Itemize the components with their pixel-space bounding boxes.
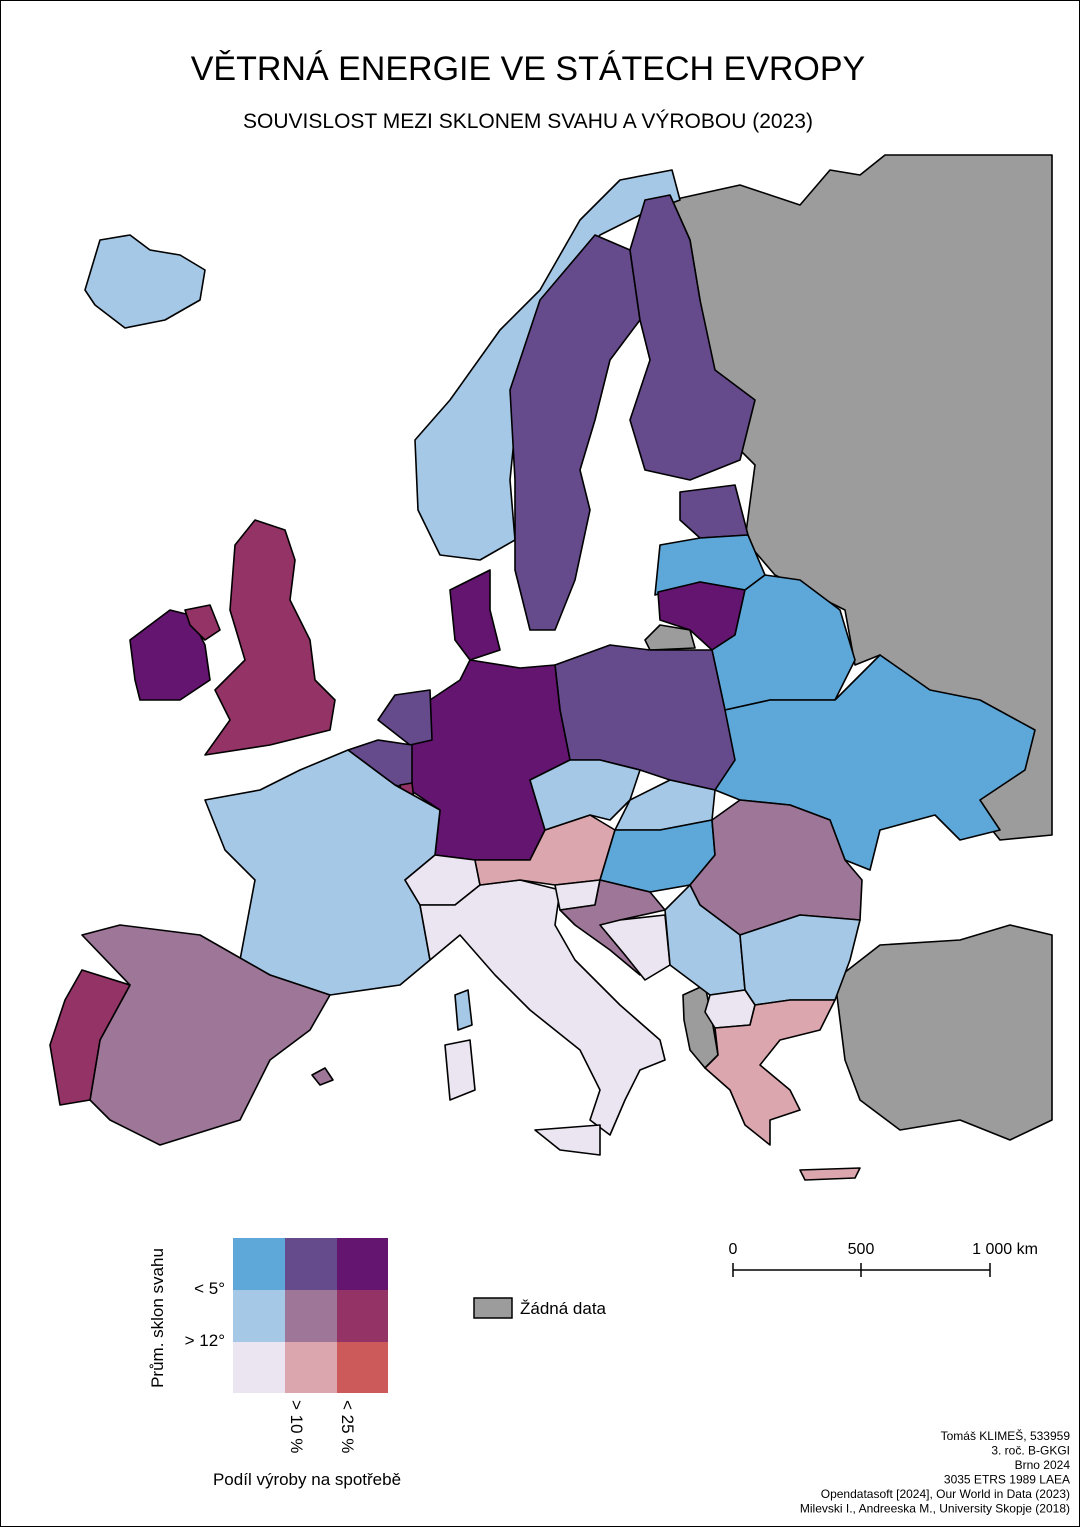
legend-x-label: > 10 % bbox=[287, 1400, 306, 1453]
legend-cell bbox=[233, 1290, 285, 1342]
subtitle: SOUVISLOST MEZI SKLONEM SVAHU A VÝROBOU … bbox=[243, 110, 813, 133]
denmark bbox=[449, 569, 501, 661]
mallorca bbox=[311, 1067, 334, 1086]
scale-label: 500 bbox=[848, 1241, 875, 1258]
scale-label: 0 bbox=[729, 1241, 738, 1258]
credit-line: 3035 ETRS 1989 LAEA bbox=[944, 1473, 1070, 1487]
legend-y-label: < 5° bbox=[194, 1279, 225, 1298]
map bbox=[49, 154, 1053, 1181]
legend-y-label: > 12° bbox=[185, 1331, 225, 1350]
ireland bbox=[129, 609, 211, 701]
finland bbox=[629, 194, 756, 481]
north-macedonia bbox=[704, 989, 756, 1029]
uk bbox=[204, 519, 336, 756]
iceland bbox=[84, 234, 206, 329]
legend-cell bbox=[285, 1238, 337, 1290]
turkey bbox=[834, 924, 1053, 1141]
legend-cell bbox=[337, 1342, 388, 1393]
bivariate-legend: Prům. sklon svahu < 5° > 12° > 10 % < 25… bbox=[148, 1238, 607, 1489]
legend-cell bbox=[337, 1238, 388, 1290]
netherlands bbox=[377, 689, 433, 746]
credit-line: Milevski I., Andreeska M., University Sk… bbox=[800, 1502, 1070, 1516]
no-data-label: Žádná data bbox=[520, 1299, 607, 1318]
legend-cell bbox=[233, 1342, 285, 1393]
credit-line: Opendatasoft [2024], Our World in Data (… bbox=[821, 1487, 1070, 1501]
greece bbox=[704, 999, 836, 1146]
portugal bbox=[49, 969, 131, 1106]
norway bbox=[414, 169, 681, 561]
kaliningrad bbox=[644, 624, 696, 651]
title: VĚTRNÁ ENERGIE VE STÁTECH EVROPY bbox=[191, 50, 865, 88]
legend-cell bbox=[337, 1290, 388, 1342]
corsica bbox=[454, 989, 473, 1031]
estonia bbox=[679, 484, 749, 539]
legend-cell bbox=[233, 1238, 285, 1290]
crete bbox=[799, 1167, 861, 1181]
northern-ireland bbox=[184, 604, 221, 641]
legend-cell bbox=[285, 1342, 337, 1393]
sweden bbox=[509, 234, 641, 631]
italy bbox=[419, 879, 666, 1136]
credit-line: Tomáš KLIMEŠ, 533959 bbox=[941, 1428, 1071, 1443]
sicily bbox=[534, 1124, 601, 1156]
no-data-swatch bbox=[473, 1297, 513, 1319]
scale-label: 1 000 km bbox=[972, 1241, 1038, 1258]
legend-x-title: Podíl výroby na spotřebě bbox=[213, 1470, 401, 1489]
credit-line: 3. roč. B-GKGI bbox=[991, 1444, 1070, 1458]
legend-cell bbox=[285, 1290, 337, 1342]
scale-bar bbox=[732, 1263, 991, 1277]
legend-y-title: Prům. sklon svahu bbox=[148, 1248, 167, 1388]
sardinia bbox=[444, 1039, 476, 1101]
legend-x-label: < 25 % bbox=[338, 1400, 357, 1453]
credit-line: Brno 2024 bbox=[1015, 1458, 1071, 1472]
